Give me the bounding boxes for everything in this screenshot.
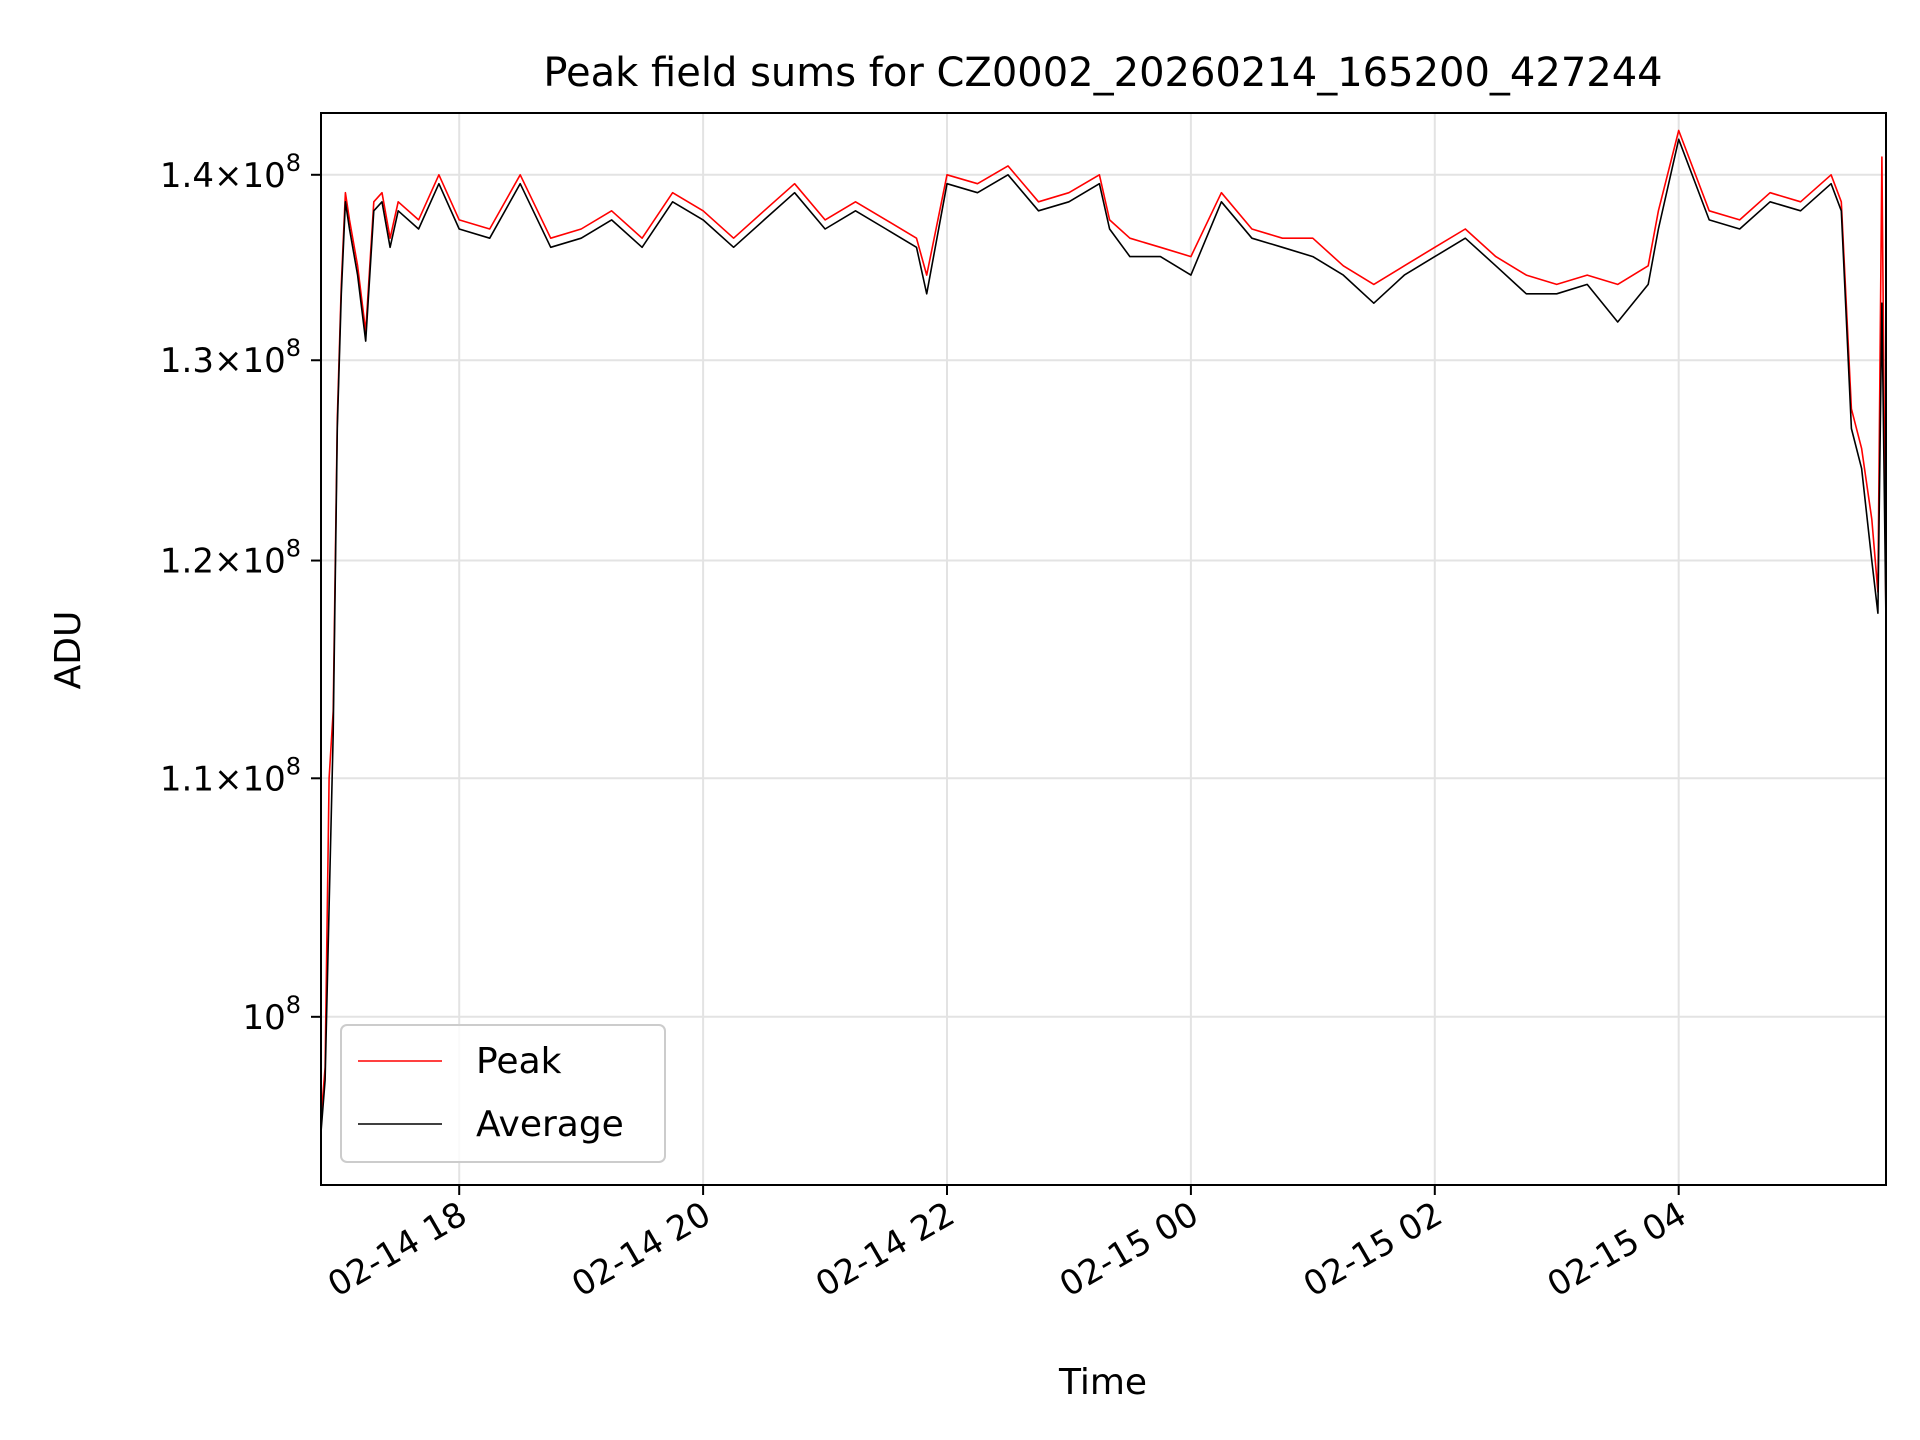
y-tick-label: 1.3×108 xyxy=(160,334,301,381)
y-tick-mantissa: 1.4×10 xyxy=(160,156,286,196)
plot-frame xyxy=(320,112,1887,1186)
series-line-average xyxy=(320,138,1887,1133)
y-tick-exponent: 8 xyxy=(286,149,301,177)
y-tick-mantissa: 10 xyxy=(242,998,285,1038)
y-tick-exponent: 8 xyxy=(286,535,301,563)
y-tick-label: 1.2×108 xyxy=(160,535,301,582)
y-axis-label: ADU xyxy=(48,611,89,690)
y-tick-label: 1.4×108 xyxy=(160,149,301,196)
series-line-peak xyxy=(320,129,1887,1120)
y-tick-exponent: 8 xyxy=(286,334,301,362)
y-tick-exponent: 8 xyxy=(286,991,301,1019)
y-tick-mantissa: 1.1×10 xyxy=(160,759,286,799)
legend-average-label: Average xyxy=(476,1104,624,1145)
grid-lines xyxy=(321,113,1886,1185)
x-axis-label: Time xyxy=(1058,1362,1147,1403)
y-tick-mantissa: 1.3×10 xyxy=(160,341,286,381)
y-tick-mantissa: 1.2×10 xyxy=(160,542,286,582)
y-tick-label: 108 xyxy=(242,991,301,1038)
legend-peak-label: Peak xyxy=(476,1041,562,1082)
legend-box xyxy=(340,1024,666,1163)
series-layer xyxy=(320,129,1887,1133)
y-tick-exponent: 8 xyxy=(286,752,301,780)
chart-title: Peak field sums for CZ0002_20260214_1652… xyxy=(543,50,1662,96)
legend: Peak Average xyxy=(340,1024,666,1163)
y-tick-label: 1.1×108 xyxy=(160,752,301,799)
